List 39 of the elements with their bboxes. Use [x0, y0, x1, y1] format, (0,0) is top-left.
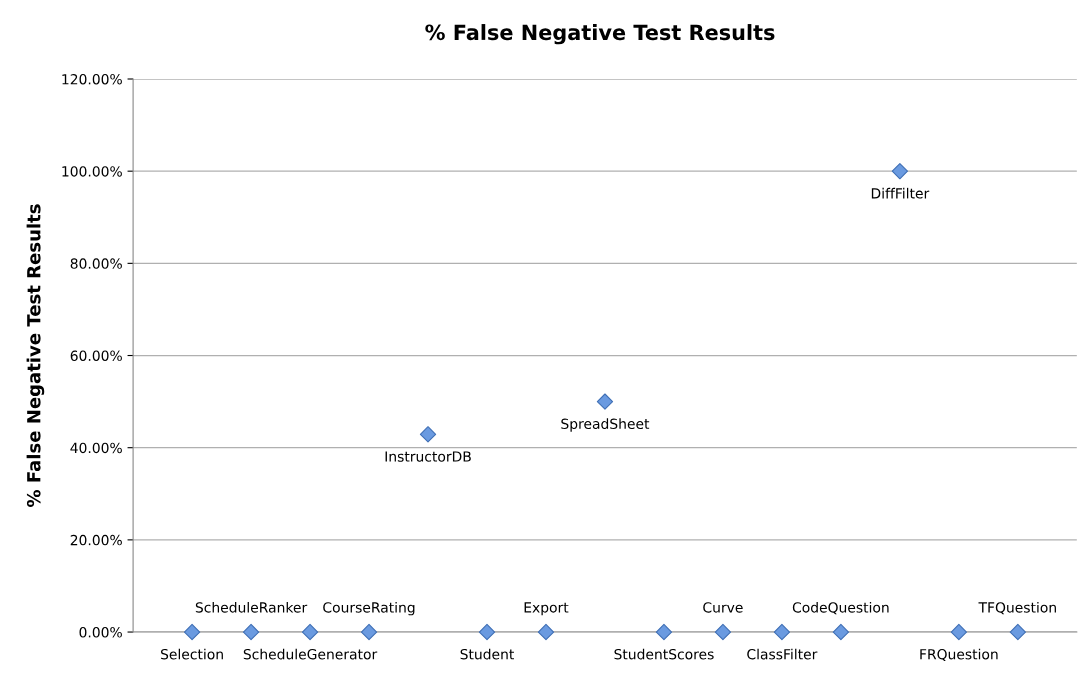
y-tick-label: 100.00% — [62, 166, 122, 177]
point — [655, 623, 673, 641]
point — [301, 623, 319, 641]
text: Student — [460, 648, 514, 660]
point — [596, 393, 614, 410]
point — [891, 163, 909, 180]
annotation: Export — [524, 602, 569, 616]
point — [183, 623, 201, 641]
annotation: TFQuestion — [978, 601, 1056, 615]
annotation: SpreadSheet — [561, 418, 650, 432]
chart-title: % False Negative Test Results — [425, 24, 775, 45]
point — [773, 623, 791, 641]
text: StudentScores — [614, 648, 714, 660]
y-tick-label: 60.00% — [70, 350, 122, 361]
annotation: Curve — [703, 602, 743, 613]
y-tick-label: 80.00% — [70, 258, 122, 269]
annotation: ScheduleRanker — [195, 601, 308, 613]
y-tick-label: 0.00% — [79, 627, 122, 638]
y-tick-label: 120.00% — [62, 73, 122, 85]
y-tick-label: 20.00% — [70, 534, 122, 546]
text: ScheduleGenerator — [243, 648, 378, 660]
y-axis-title: % False Negative Test Results — [26, 204, 45, 507]
point — [478, 623, 496, 641]
point — [832, 623, 850, 641]
y-tick-label: 40.00% — [70, 442, 122, 454]
point — [242, 623, 260, 641]
annotation: CodeQuestion — [792, 601, 889, 615]
point — [714, 623, 732, 641]
annotation: CourseRating — [323, 601, 415, 616]
point — [537, 623, 555, 641]
text: Selection — [161, 648, 223, 660]
point — [1009, 623, 1026, 641]
annotation: DiffFilter — [871, 187, 930, 199]
point — [950, 623, 968, 641]
annotation: InstructorDB — [385, 451, 471, 462]
point — [360, 623, 378, 641]
point — [419, 426, 437, 443]
text: FRQuestion — [920, 648, 998, 662]
text: ClassFilter — [747, 648, 818, 660]
